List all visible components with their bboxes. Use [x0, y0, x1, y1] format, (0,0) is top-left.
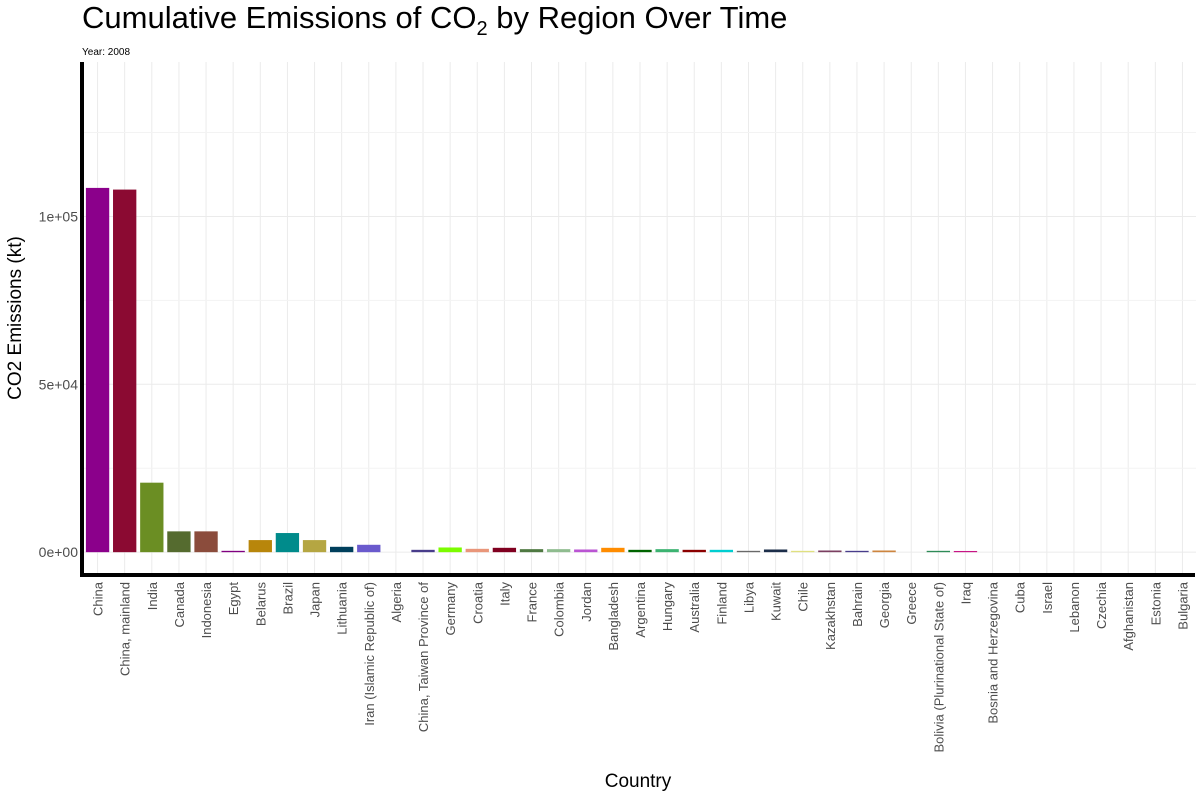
x-tick-label: Lebanon [1067, 582, 1082, 633]
bar [845, 550, 869, 553]
x-tick-label: Estonia [1148, 581, 1163, 625]
bar [574, 549, 598, 553]
x-tick-label: Kuwait [769, 582, 784, 621]
x-tick-label: Finland [714, 582, 729, 625]
bar [926, 550, 951, 553]
x-tick-label: Greece [904, 582, 919, 625]
x-tick-label: Bahrain [850, 582, 865, 627]
bar [302, 540, 327, 553]
x-tick-label: Indonesia [199, 581, 214, 638]
x-tick-label: Cuba [1013, 581, 1028, 613]
x-tick-label: Kazakhstan [823, 582, 838, 650]
bar [113, 189, 137, 553]
bar [140, 482, 164, 553]
x-tick-label: Argentina [633, 581, 648, 637]
x-tick-label: Croatia [470, 581, 485, 624]
y-tick-label: 0e+00 [39, 544, 79, 560]
x-tick-label: India [145, 581, 160, 610]
x-tick-label: China, Taiwan Province of [416, 582, 431, 732]
x-tick-label: Brazil [280, 582, 295, 615]
x-tick-label: Georgia [877, 581, 892, 628]
x-tick-label: Jordan [579, 582, 594, 622]
bar [438, 547, 462, 553]
bar [357, 544, 381, 553]
x-tick-label: Germany [443, 582, 458, 636]
grid-lines [84, 62, 1196, 574]
x-tick-label: Algeria [389, 581, 404, 622]
bar [329, 546, 354, 553]
bar [953, 550, 978, 553]
x-tick-label: China, mainland [118, 582, 133, 676]
x-tick-label: Israel [1040, 582, 1055, 614]
bar [546, 549, 571, 553]
bar [736, 550, 761, 553]
x-tick-label: Bosnia and Herzegovina [986, 581, 1001, 723]
x-tick-label: Canada [172, 581, 187, 627]
y-axis-title: CO2 Emissions (kt) [5, 236, 26, 400]
y-tick-labels: 0e+00 5e+04 1e+05 [39, 208, 79, 560]
x-tick-label: China [91, 581, 106, 616]
bar [601, 547, 625, 553]
bar [221, 550, 245, 553]
bar [275, 533, 300, 553]
x-tick-label: France [525, 582, 540, 622]
bar [411, 549, 435, 553]
x-tick-label: Italy [497, 582, 512, 606]
x-tick-label: Czechia [1094, 581, 1109, 629]
y-tick-label: 1e+05 [39, 208, 79, 224]
y-tick-label: 5e+04 [39, 376, 79, 392]
chart-title: Cumulative Emissions of CO2 by Region Ov… [82, 0, 788, 41]
bar [872, 550, 896, 553]
bar [628, 549, 652, 553]
bar [85, 187, 110, 553]
x-tick-label: Australia [687, 581, 702, 632]
x-tick-label: Belarus [253, 582, 268, 627]
bar [519, 549, 544, 553]
bar [763, 549, 788, 553]
bar [492, 547, 517, 553]
bar [655, 549, 679, 553]
bar [709, 549, 734, 553]
x-tick-label: Libya [741, 581, 756, 613]
x-tick-label: Egypt [226, 582, 241, 616]
bar [818, 550, 842, 553]
x-axis-title: Country [605, 771, 672, 792]
x-tick-labels: China China, mainland India Canada Indonesia… [91, 581, 1191, 752]
x-tick-label: Afghanistan [1121, 582, 1136, 651]
bar [248, 540, 272, 553]
bar [194, 531, 218, 553]
x-tick-label: Hungary [660, 582, 675, 632]
x-tick-label: Lithuania [335, 581, 350, 635]
x-tick-label: Colombia [552, 581, 567, 637]
x-tick-label: Bangladesh [606, 582, 621, 651]
bar [167, 531, 191, 553]
bar [465, 548, 489, 553]
x-tick-label: Bulgaria [1175, 581, 1190, 629]
bar [682, 549, 706, 553]
bars [85, 187, 978, 553]
bar [791, 550, 815, 553]
x-tick-label: Iran (Islamic Republic of) [362, 582, 377, 726]
chart-subtitle: Year: 2008 [82, 47, 131, 58]
x-tick-label: Iraq [958, 582, 973, 604]
x-tick-label: Bolivia (Plurinational State of) [931, 582, 946, 753]
x-tick-label: Chile [796, 582, 811, 612]
x-tick-label: Japan [308, 582, 323, 617]
